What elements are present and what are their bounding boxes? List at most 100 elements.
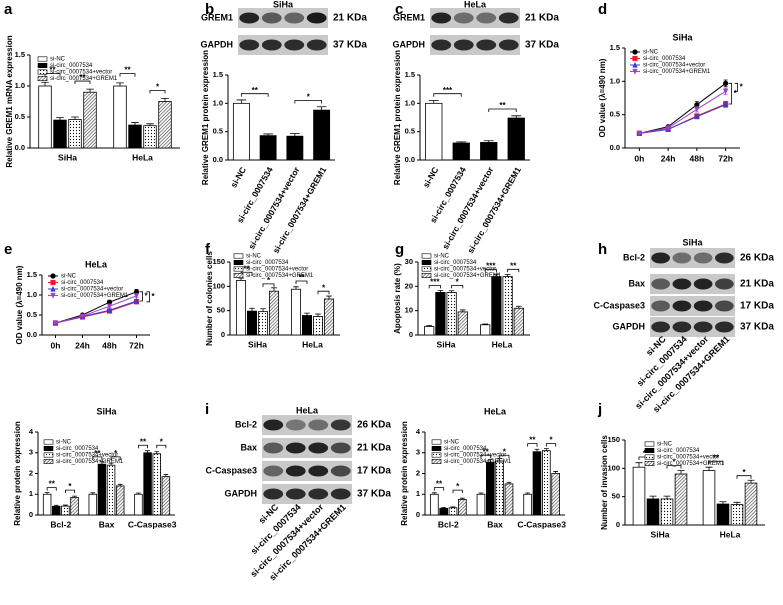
y-tick-label: 10 (405, 306, 413, 315)
legend-swatch (233, 253, 244, 259)
significance-label: * (156, 82, 160, 91)
y-tick-label: 0.0 (213, 155, 223, 164)
significance-bracket (499, 454, 510, 459)
bar (730, 504, 744, 526)
significance-label: * (114, 449, 118, 458)
y-tick-label: 1.0 (405, 98, 415, 107)
legend-swatch (644, 441, 655, 447)
legend-label: si-circ_0007534+vector (50, 70, 112, 76)
x-tick-label: 0h (51, 340, 61, 350)
x-tick-label: HeLa (492, 339, 513, 349)
error-bar (293, 286, 299, 290)
error-bar (677, 470, 685, 474)
y-tick-label: 1.5 (610, 43, 620, 52)
y-axis-label: Number of invasion cells (600, 435, 609, 530)
significance-bracket (527, 443, 538, 447)
error-bar (326, 295, 332, 299)
y-tick-label: 100 (607, 463, 620, 472)
bar (458, 499, 467, 516)
x-tick-label: 24h (661, 153, 676, 163)
bar (113, 85, 127, 149)
size-label: 37 KDa (333, 40, 367, 51)
x-tick-label: HeLa (302, 339, 323, 349)
legend-label: si-circ_0007534+GREM1 (657, 461, 725, 467)
blot-strip (262, 484, 352, 504)
y-axis-label: Relative GREM1 protein expression (201, 50, 210, 185)
legend-swatch (644, 447, 655, 453)
bar (504, 483, 514, 516)
significance-bracket (708, 460, 724, 465)
legend-swatch (43, 458, 54, 464)
significance-bracket (46, 487, 57, 491)
error-bar (493, 273, 500, 277)
chart-title: HeLa (85, 259, 108, 269)
blot-strip (650, 296, 735, 316)
significance-label: * (68, 482, 72, 491)
x-tick-label: si-NC (228, 165, 248, 189)
significance-bracket (728, 82, 733, 105)
significance-bracket (119, 73, 136, 77)
legend-swatch (233, 259, 244, 265)
point (632, 55, 638, 62)
legend-swatch (421, 253, 432, 259)
x-tick-label: si-circ_0007534+GREM1 (465, 165, 523, 255)
significance-label: *** (443, 86, 453, 95)
significance-bracket (65, 489, 75, 494)
blot-band (693, 278, 713, 290)
y-tick-label: 1 (416, 489, 420, 498)
blot-band (263, 419, 284, 431)
significance-bracket (139, 291, 143, 302)
size-label: 17 KDa (740, 301, 774, 312)
legend-label: si-circ_0007534 (444, 446, 487, 452)
blot-strip (238, 8, 328, 28)
bar (430, 493, 439, 516)
size-label: 26 KDa (357, 420, 391, 431)
legend-swatch (37, 56, 48, 62)
bar (115, 485, 125, 516)
bar (68, 119, 82, 149)
point (50, 279, 56, 286)
y-axis-label: Relative GREM1 protein expression (393, 50, 402, 185)
significance-label: * (740, 82, 744, 91)
bar (286, 135, 304, 161)
bar (257, 311, 269, 336)
chart-title: HeLa (484, 406, 507, 416)
point (106, 307, 113, 313)
y-tick-label: 0 (29, 510, 33, 519)
bar (158, 101, 172, 149)
error-bar (116, 82, 124, 86)
series-line (55, 295, 137, 324)
significance-bracket (110, 456, 121, 460)
significance-label: ** (436, 480, 443, 489)
blot-band (308, 442, 329, 454)
significance-bracket (452, 489, 463, 494)
significance-bracket (44, 73, 61, 77)
blot-strip (262, 461, 352, 481)
x-tick-label: 0h (634, 153, 644, 163)
x-tick-label: C-Caspase3 (128, 519, 177, 529)
error-bar (304, 312, 310, 316)
y-tick-label: 0.0 (610, 143, 620, 152)
significance-label: ** (510, 261, 517, 270)
panel-letter: j (597, 401, 602, 418)
protein-label: GAPDH (612, 321, 645, 331)
significance-label: ** (49, 480, 56, 489)
point (106, 303, 113, 310)
x-tick-label: 48h (690, 153, 705, 163)
y-tick-label: 1.0 (610, 76, 620, 85)
legend-label: si-circ_0007534 (434, 260, 477, 266)
significance-label: ** (243, 264, 250, 273)
y-tick-label: 150 (212, 257, 225, 266)
significance-bracket (545, 443, 557, 447)
panel-letter: b (205, 1, 214, 18)
blot-band (498, 39, 519, 51)
protein-label: GAPDH (224, 488, 257, 498)
legend-label: si-NC (56, 440, 72, 446)
y-tick-label: 1.5 (27, 270, 37, 279)
y-tick-label: 0.5 (15, 112, 25, 121)
legend-swatch (644, 454, 655, 460)
size-label: 37 KDa (525, 40, 559, 51)
x-tick-label: si-NC (421, 165, 441, 189)
y-tick-label: 3 (416, 448, 420, 457)
point (694, 113, 700, 120)
